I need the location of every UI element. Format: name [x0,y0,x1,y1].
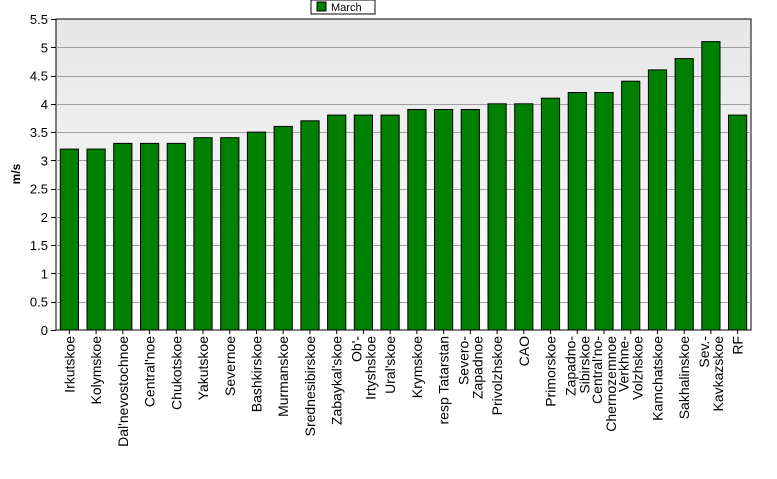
x-category-label: resp Tatarstan [436,336,452,424]
bar[interactable] [246,131,267,331]
y-tick-label: 3 [41,153,48,168]
legend[interactable]: March [310,0,376,15]
bars [59,41,748,331]
x-category-label: Sev.- [696,336,712,368]
x-category-label: Krymskoe [409,336,425,398]
x-category-label: Primorskoe [543,336,559,407]
x-category-label: RF [730,336,746,355]
x-category-label: Chukotskoe [168,336,184,410]
bar[interactable] [434,109,454,331]
y-tick-label: 4 [41,97,48,112]
y-axis-ticks: 0 0.5 1 1.5 2 2.5 3 3.5 4 4.5 5 5.5 [30,12,56,338]
y-tick-label: 1 [41,266,48,281]
bar[interactable] [701,41,721,331]
y-tick-label: 4.5 [30,69,48,84]
x-category-label: CAO [516,336,532,366]
x-category-label: Yakutskoe [195,336,211,401]
bar[interactable] [621,80,641,331]
x-category-label: Irtyshskoe [362,336,378,400]
x-category-label: Sibirskoe [576,336,592,394]
bar[interactable] [166,142,186,331]
x-category-label: Bashkirskoe [249,336,265,412]
y-tick-label: 1.5 [30,238,48,253]
y-tick-label: 2.5 [30,182,48,197]
bar[interactable] [113,142,133,331]
bar[interactable] [460,109,480,331]
bar[interactable] [353,114,373,331]
x-axis-labels: Irkutskoe Kolymskoe Dal'nevostochnoe Centra… [61,330,746,447]
x-category-label: Kolymskoe [88,336,104,405]
bar[interactable] [514,103,534,331]
x-category-label: Verkhne- [616,336,632,392]
plot-area [55,18,752,331]
bar[interactable] [728,114,748,331]
bar[interactable] [594,92,614,331]
x-category-label: Zabaykal'skoe [329,336,345,425]
x-category-label: Privolzhskoe [489,336,505,416]
bar[interactable] [380,114,400,331]
y-tick-label: 2 [41,210,48,225]
bar[interactable] [140,142,160,331]
x-category-label: Srednesibirskoe [302,336,318,437]
bar[interactable] [327,114,347,331]
y-tick-label: 5.5 [30,12,48,27]
x-category-label: Dal'nevostochnoe [115,336,131,447]
bar[interactable] [300,120,320,331]
x-category-label: Ob'- [348,336,364,362]
bar[interactable] [407,109,427,331]
bar[interactable] [193,137,213,331]
legend-swatch [316,1,327,12]
x-category-label: Ural'skoe [382,336,398,394]
x-category-label: Severo- [455,336,471,385]
bar[interactable] [487,103,507,331]
x-category-label: Kamchatskoe [649,336,665,421]
y-tick-label: 3.5 [30,125,48,140]
bar[interactable] [86,148,106,331]
x-category-label: Central'no- [589,336,605,404]
x-category-label: Kavkazskoe [710,336,726,412]
y-tick-label: 5 [41,40,48,55]
x-category-label: Zapadno- [562,336,578,396]
bar[interactable] [273,125,293,331]
x-category-label: Central'noe [142,336,158,407]
y-axis-title: m/s [9,163,23,184]
bar[interactable] [647,69,668,331]
x-category-label: Chernozemnoe [603,336,619,432]
bar[interactable] [59,148,79,331]
x-category-label: Volzhskoe [630,336,646,400]
x-category-label: Murmanskoe [275,336,291,417]
y-tick-label: 0.5 [30,295,48,310]
bar[interactable] [674,58,694,331]
y-tick-label: 0 [41,323,48,338]
x-category-label: Severnoe [222,336,238,396]
legend-label: March [331,2,362,14]
bar[interactable] [567,92,587,331]
bar[interactable] [220,137,240,331]
x-category-label: Sakhalinskoe [676,336,692,419]
x-category-label: Zapadnoe [469,336,485,399]
x-category-label: Irkutskoe [61,336,77,393]
bar[interactable] [540,97,561,331]
